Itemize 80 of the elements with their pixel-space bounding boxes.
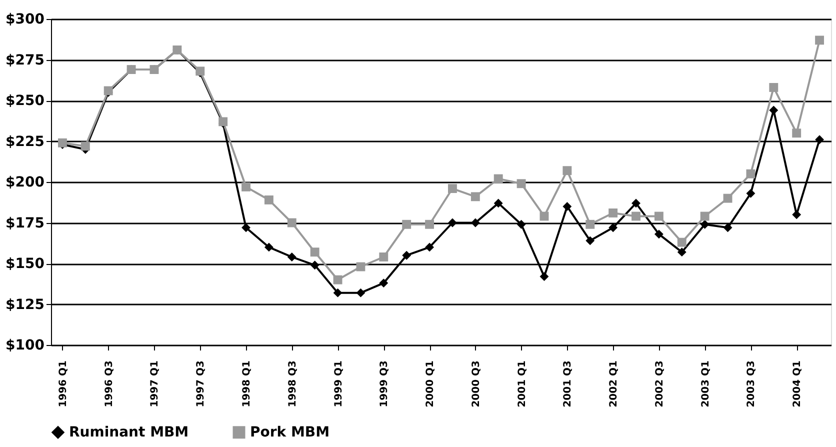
y-tick-label: $200 xyxy=(6,174,45,190)
y-tick-label: $250 xyxy=(6,93,45,109)
point xyxy=(448,184,457,193)
y-tick-label: $175 xyxy=(6,215,44,232)
point xyxy=(448,218,457,228)
x-tick-label: 1998 Q1 xyxy=(242,360,252,408)
point xyxy=(425,242,434,252)
point xyxy=(494,198,503,208)
point xyxy=(792,128,802,138)
point xyxy=(494,174,503,184)
x-tick-label: 1996 Q3 xyxy=(104,360,115,408)
x-tick-label: 2002 Q3 xyxy=(654,360,666,408)
point xyxy=(769,82,778,92)
point xyxy=(287,218,296,228)
x-tick-label: 2000 Q1 xyxy=(425,360,436,408)
point xyxy=(654,230,664,239)
y-tick-label: $150 xyxy=(6,256,45,272)
point xyxy=(608,223,618,232)
point xyxy=(516,179,526,188)
legend-label: Pork MBM xyxy=(250,424,330,440)
point xyxy=(402,250,412,260)
point xyxy=(402,220,412,229)
y-tick-label: $275 xyxy=(6,52,44,68)
point xyxy=(333,275,342,284)
point xyxy=(746,169,756,178)
point xyxy=(586,236,595,246)
point xyxy=(333,288,342,298)
x-tick-label: 2001 Q3 xyxy=(562,360,574,408)
point xyxy=(769,106,778,115)
point xyxy=(310,248,320,257)
point xyxy=(379,278,388,288)
point xyxy=(815,36,824,45)
x-tick-label: 1996 Q1 xyxy=(58,360,69,408)
x-tick-label: 2003 Q3 xyxy=(746,360,758,408)
y-tick-label: $125 xyxy=(6,296,44,313)
point xyxy=(562,166,572,176)
point xyxy=(654,212,664,221)
point xyxy=(470,218,480,228)
point xyxy=(677,238,686,247)
x-tick-label: 1997 Q3 xyxy=(196,360,207,408)
point xyxy=(287,252,296,262)
point xyxy=(540,212,549,221)
x-tick-label: 1999 Q1 xyxy=(333,360,344,408)
x-tick-label: 2002 Q1 xyxy=(608,360,620,408)
point xyxy=(540,272,549,282)
y-tick-label: $300 xyxy=(6,12,45,28)
point xyxy=(700,212,710,221)
y-tick-label: $225 xyxy=(6,134,44,150)
point xyxy=(632,198,640,208)
point xyxy=(723,194,732,203)
point xyxy=(608,208,618,218)
point xyxy=(792,210,802,220)
x-tick-label: 2004 Q1 xyxy=(792,360,804,408)
x-tick-label: 2003 Q1 xyxy=(700,360,712,408)
point xyxy=(356,288,366,298)
x-tick-label: 2000 Q3 xyxy=(470,360,482,408)
point xyxy=(242,182,250,192)
point xyxy=(80,142,90,151)
legend-label: Ruminant MBM xyxy=(69,424,189,440)
point xyxy=(470,192,480,202)
y-tick-label: $100 xyxy=(6,338,45,354)
point xyxy=(310,260,320,270)
point xyxy=(379,252,388,262)
point xyxy=(815,135,824,144)
point xyxy=(586,220,595,229)
point xyxy=(562,202,572,211)
point xyxy=(264,195,274,204)
point xyxy=(677,248,686,257)
x-tick-label: 1999 Q3 xyxy=(379,360,390,408)
point xyxy=(242,223,250,232)
point xyxy=(746,188,756,198)
point xyxy=(723,223,732,232)
point xyxy=(425,220,434,229)
point xyxy=(632,212,640,221)
x-tick-label: 1997 Q1 xyxy=(150,360,161,408)
x-tick-label: 2001 Q1 xyxy=(516,360,528,408)
point xyxy=(264,242,274,252)
x-tick-label: 1998 Q3 xyxy=(287,360,298,408)
point xyxy=(356,262,366,272)
point xyxy=(516,220,526,229)
